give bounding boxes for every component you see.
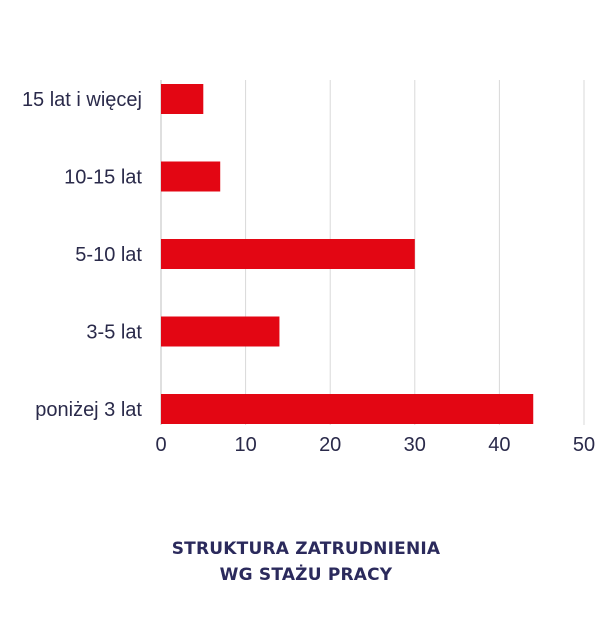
x-tick-label: 20 <box>319 434 341 456</box>
x-tick-label: 30 <box>404 434 426 456</box>
category-label: 5-10 lat <box>75 244 142 266</box>
category-labels: 15 lat i więcej 10-15 lat 5-10 lat 3-5 lat p… <box>22 89 142 421</box>
category-label: 10-15 lat <box>64 167 142 189</box>
x-tick-label: 50 <box>573 434 595 456</box>
bar <box>161 161 221 192</box>
chart-title-line-1: STRUKTURA ZATRUDNIENIA <box>171 539 441 559</box>
chart-title-line-2: WG STAŻU PRACY <box>219 565 393 585</box>
category-label: 3-5 lat <box>86 322 142 344</box>
x-tick-label: 40 <box>488 434 510 456</box>
bar <box>161 84 204 114</box>
bars-group <box>161 84 534 424</box>
bar <box>161 316 280 347</box>
bar <box>161 239 415 269</box>
category-label: poniżej 3 lat <box>35 399 142 421</box>
x-tick-label: 10 <box>234 434 256 456</box>
x-tick-label: 0 <box>155 434 166 456</box>
category-label: 15 lat i więcej <box>22 89 142 111</box>
x-tick-labels: 0 10 20 30 40 50 <box>155 434 595 456</box>
bar <box>161 394 534 424</box>
